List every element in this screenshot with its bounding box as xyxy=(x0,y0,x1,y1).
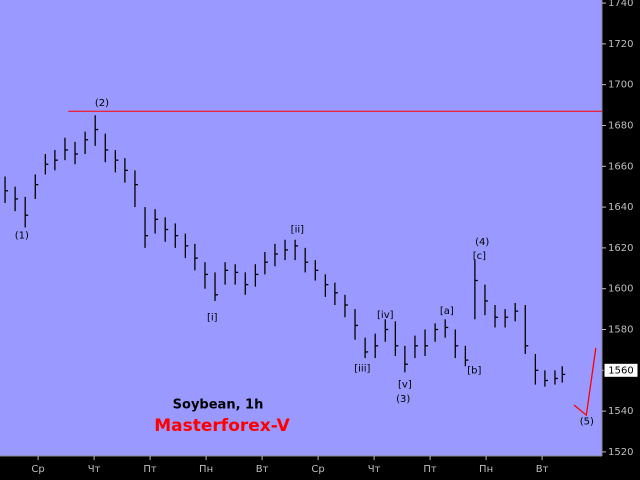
projection-line xyxy=(573,347,597,417)
y-tick-label: 1660 xyxy=(608,161,633,172)
x-tick-label: Чт xyxy=(88,464,101,475)
wave-label: [ii] xyxy=(291,225,304,236)
x-tick-label: Вт xyxy=(256,464,269,475)
x-tick-label: Пн xyxy=(479,464,493,475)
last-price-label: 1560 xyxy=(608,365,633,376)
wave-label: (2) xyxy=(95,98,109,109)
wave-label: (4) xyxy=(475,237,489,248)
y-tick-label: 1720 xyxy=(608,39,633,50)
wave-label: [b] xyxy=(467,365,481,376)
y-tick-label: 1520 xyxy=(608,447,633,458)
wave-label: (3) xyxy=(396,394,410,405)
wave-label: [iv] xyxy=(377,310,394,321)
wave-label: [i] xyxy=(207,312,218,323)
y-tick-label: 1740 xyxy=(608,0,633,9)
x-tick-label: Ср xyxy=(311,464,324,475)
wave-label: [v] xyxy=(398,380,412,391)
chart-title: Soybean, 1h xyxy=(173,398,264,413)
wave-label: (1) xyxy=(15,231,29,242)
wave-label: [iii] xyxy=(354,363,370,374)
x-tick-label: Чт xyxy=(368,464,381,475)
x-tick-label: Пт xyxy=(143,464,157,475)
chart-subtitle: Masterforex-V xyxy=(154,416,290,436)
x-tick-label: Пн xyxy=(199,464,213,475)
y-tick-label: 1600 xyxy=(608,284,633,295)
y-tick-label: 1700 xyxy=(608,80,633,91)
wave-label: [a] xyxy=(440,306,454,317)
x-tick-label: Ср xyxy=(31,464,44,475)
x-tick-label: Пт xyxy=(423,464,437,475)
last-price-box xyxy=(603,362,639,378)
wave-label: [c] xyxy=(473,251,486,262)
y-tick-label: 1580 xyxy=(608,325,633,336)
x-tick-label: Вт xyxy=(536,464,549,475)
wave-label: (5) xyxy=(580,416,594,427)
y-tick-label: 1540 xyxy=(608,406,633,417)
plot-area xyxy=(0,0,602,456)
y-tick-label: 1620 xyxy=(608,243,633,254)
y-tick-label: 1680 xyxy=(608,120,633,131)
y-tick-label: 1640 xyxy=(608,202,633,213)
